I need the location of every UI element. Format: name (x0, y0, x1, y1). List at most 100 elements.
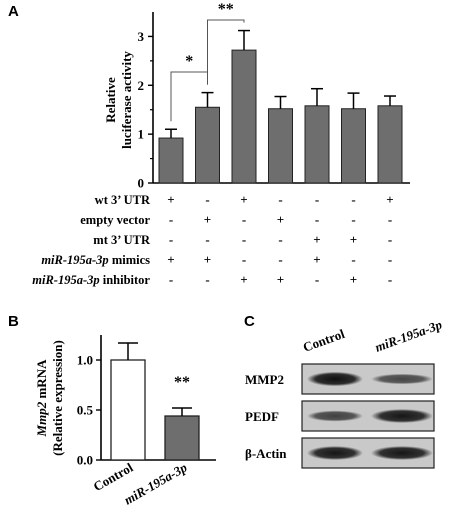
blot-band (307, 445, 363, 461)
chart-a-y-tick-label: 1 (138, 127, 145, 142)
chart-a-error-bars (165, 29, 396, 139)
condition-mark: + (313, 232, 320, 247)
condition-mark: - (278, 232, 282, 247)
chart-b-x-label: Control (91, 459, 136, 494)
condition-mark: + (167, 252, 174, 267)
chart-a-bar (231, 49, 257, 184)
blot-row-label: MMP2 (245, 372, 284, 387)
condition-mark: + (167, 192, 174, 207)
condition-mark: - (315, 272, 319, 287)
condition-mark: - (242, 252, 246, 267)
condition-mark: + (277, 212, 284, 227)
chart-a-bar (195, 106, 220, 184)
condition-row-label: miR-195a-3p inhibitor (32, 273, 150, 287)
panel-a-letter: A (8, 3, 19, 20)
blot-band (371, 373, 433, 385)
chart-a-ylabel-line2: luciferase activity (119, 51, 134, 149)
condition-mark: + (240, 272, 247, 287)
condition-mark: - (278, 252, 282, 267)
significance-label: * (185, 53, 193, 70)
blot-band (371, 408, 433, 424)
chart-b-error-bars (118, 342, 192, 416)
chart-b-ylabel-line2: (Relative expression) (50, 340, 65, 456)
chart-a-bar (304, 105, 330, 184)
chart-a-bar (268, 108, 293, 184)
condition-row-label: empty vector (80, 213, 150, 227)
chart-a-bar (158, 137, 184, 184)
condition-mark: - (351, 192, 355, 207)
condition-row-label: mt 3’ UTR (93, 233, 151, 247)
condition-table: wt 3’ UTR + - + - - - + empty vector - + - + - - - mt 3’… (32, 192, 393, 287)
chart-b: 0.0 0.5 1.0 Mmp2 mRNA (Relative expression… (34, 335, 216, 508)
blot-column-control: Control (301, 326, 347, 355)
condition-mark: + (240, 192, 247, 207)
chart-a-y-tick-label: 3 (138, 29, 145, 44)
condition-mark: - (169, 272, 173, 287)
condition-mark: - (278, 192, 282, 207)
condition-mark: - (205, 192, 209, 207)
chart-b-significance: ** (174, 374, 190, 391)
chart-b-bar (110, 359, 146, 461)
chart-a-y-tick-label: 2 (138, 78, 145, 93)
condition-row-label-text: mimics (109, 253, 150, 267)
chart-b-y-tick-label: 0.5 (77, 403, 94, 418)
condition-mark: - (242, 232, 246, 247)
chart-a-y-tick-label: 0 (138, 176, 145, 191)
condition-mark: + (386, 192, 393, 207)
condition-mark: + (350, 272, 357, 287)
condition-row-label-text: inhibitor (100, 273, 151, 287)
chart-b-ylabel-rest: mRNA (34, 359, 49, 402)
condition-mark: - (388, 272, 392, 287)
panel-c-letter: C (244, 313, 255, 330)
condition-mark: - (169, 232, 173, 247)
condition-row-label-text: wt 3’ UTR (95, 193, 151, 207)
blot-rows: MMP2 PEDF β-Actin (245, 363, 435, 469)
condition-mark: + (350, 232, 357, 247)
condition-mark: - (351, 212, 355, 227)
condition-mark: - (315, 192, 319, 207)
blot-band (307, 371, 363, 387)
condition-row-label: wt 3’ UTR (95, 193, 151, 207)
significance-bracket (207, 19, 245, 85)
condition-mark: + (204, 252, 211, 267)
condition-mark: + (204, 212, 211, 227)
significance-label: ** (218, 1, 234, 18)
condition-mark: - (169, 212, 173, 227)
chart-a-ylabel-line1: Relative (103, 77, 118, 123)
chart-b-bars (110, 359, 200, 461)
condition-mark: - (388, 212, 392, 227)
condition-row-label-italic: miR-195a-3p (32, 273, 99, 287)
condition-row-label-text: empty vector (80, 213, 150, 227)
condition-mark: - (205, 232, 209, 247)
western-blot: Control miR-195a-3p MMP2 PEDF β-Actin (245, 317, 444, 469)
blot-band (371, 445, 433, 461)
condition-row-label-text: mt 3’ UTR (93, 233, 151, 247)
panel-b-letter: B (8, 313, 19, 330)
condition-mark: + (277, 272, 284, 287)
condition-mark: - (388, 232, 392, 247)
condition-mark: + (313, 252, 320, 267)
chart-a-bars (158, 49, 403, 184)
condition-mark: - (242, 212, 246, 227)
blot-row-label: PEDF (245, 409, 279, 424)
chart-b-y-tick-label: 1.0 (77, 353, 93, 368)
chart-b-bar (164, 415, 200, 461)
condition-row-label-italic: miR-195a-3p (41, 253, 108, 267)
blot-column-mir: miR-195a-3p (373, 317, 444, 355)
condition-mark: - (315, 212, 319, 227)
condition-mark: - (205, 272, 209, 287)
condition-mark: - (388, 252, 392, 267)
condition-mark: - (351, 252, 355, 267)
blot-row-label: β-Actin (245, 446, 287, 461)
chart-a-significance: *** (170, 1, 245, 122)
chart-b-ylabel-italic: Mmp2 (34, 401, 49, 437)
condition-row-label: miR-195a-3p mimics (41, 253, 150, 267)
blot-band (307, 410, 363, 422)
chart-b-y-tick-label: 0.0 (77, 453, 93, 468)
chart-a-bar (377, 105, 403, 184)
chart-b-ylabel-line1: Mmp2 mRNA (34, 359, 49, 438)
chart-a-bar (341, 108, 366, 184)
